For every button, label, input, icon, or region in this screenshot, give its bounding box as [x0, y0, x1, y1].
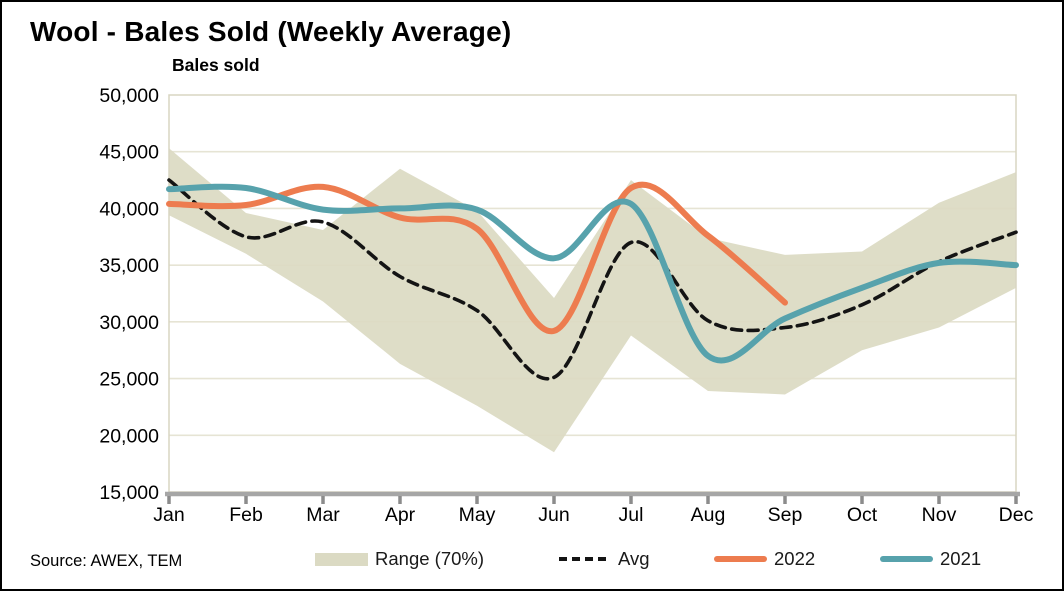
x-tick-label: Nov	[922, 504, 957, 526]
x-tick-label: Jun	[538, 504, 569, 526]
series-avg-line	[167, 178, 1018, 381]
y-tick-label: 20,000	[99, 425, 159, 447]
legend-label-avg: Avg	[618, 548, 650, 569]
y-tick-label: 50,000	[99, 85, 159, 107]
x-tick-label: Sep	[768, 504, 803, 526]
y-tick-label: 40,000	[99, 198, 159, 220]
chart-title: Wool - Bales Sold (Weekly Average)	[30, 16, 512, 47]
y-tick-label: 35,000	[99, 255, 159, 277]
line-2021-swatch	[880, 556, 933, 562]
legend-item-2021: 2021	[880, 546, 981, 572]
series-2022-line	[166, 181, 788, 334]
y-tick-label: 30,000	[99, 312, 159, 334]
x-tick-label: Oct	[847, 504, 878, 526]
y-tick-label: 45,000	[99, 142, 159, 164]
source-note: Source: AWEX, TEM	[30, 552, 183, 570]
avg-dash-swatch	[559, 557, 611, 561]
y-tick-label: 15,000	[99, 482, 159, 504]
legend-label-2021: 2021	[940, 548, 982, 569]
x-tick-label: Apr	[385, 504, 416, 526]
x-tick-label: Feb	[229, 504, 263, 526]
line-2022-swatch	[714, 556, 767, 562]
series-2021-line	[166, 183, 1019, 364]
legend-item-range: Range (70%)	[315, 546, 484, 572]
y-tick-label: 25,000	[99, 369, 159, 391]
legend-label-2022: 2022	[774, 548, 816, 569]
x-tick-label: Mar	[306, 504, 340, 526]
x-tick-label: Aug	[691, 504, 726, 526]
y-axis-title: Bales sold	[172, 55, 260, 75]
x-tick-label: Jul	[619, 504, 644, 526]
x-tick-label: May	[459, 504, 496, 526]
x-tick-label: Dec	[999, 504, 1034, 526]
x-tick-label: Jan	[153, 504, 184, 526]
legend-label-range: Range (70%)	[375, 548, 485, 569]
range-area	[169, 148, 1016, 453]
legend-item-avg: Avg	[559, 546, 650, 572]
legend-item-2022: 2022	[714, 546, 815, 572]
range-swatch	[315, 552, 368, 566]
